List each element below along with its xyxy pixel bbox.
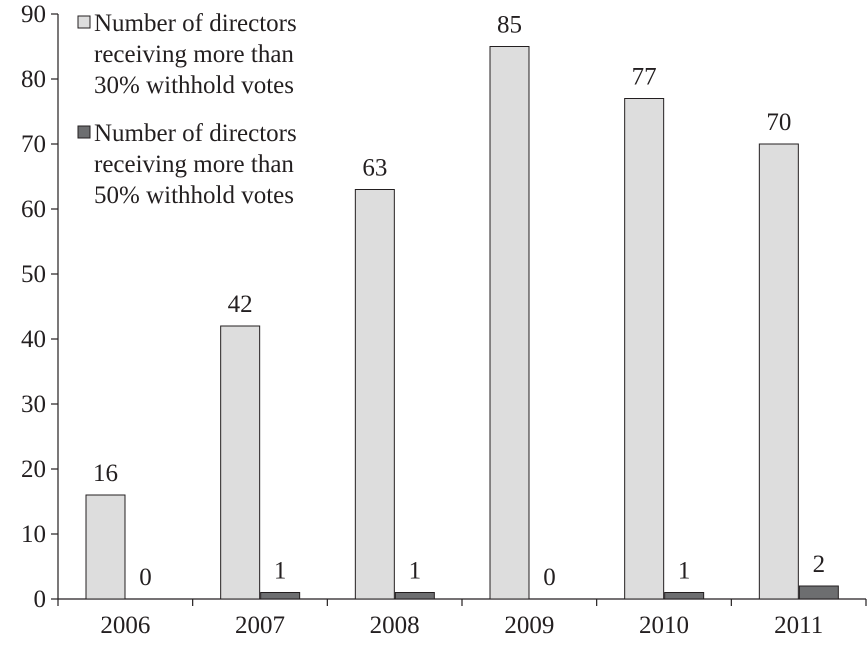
data-label-series-1-2007: 42 [228,291,253,318]
data-label-series-2-2007: 1 [274,558,287,585]
bar-series-2-2008 [394,592,435,600]
bar-series-1-2010 [624,98,665,600]
bar-series-2-2007 [260,592,301,600]
data-label-series-2-2009: 0 [543,564,556,591]
legend: Number of directors receiving more than 30… [77,10,297,209]
x-tick-label: 2011 [774,612,823,639]
y-tick-label: 0 [34,586,47,613]
legend-label-series-1: receiving more than [94,41,294,68]
bars [85,46,839,600]
data-label-series-1-2011: 70 [766,109,791,136]
bar-series-1-2006 [85,494,126,600]
legend-swatch-series-2 [77,125,91,139]
y-axis: 0 10 20 30 40 50 60 70 80 90 [21,1,59,613]
y-tick-label: 20 [21,456,46,483]
legend-label-series-1: Number of directors [94,10,297,37]
bar-labels: 16 42 63 85 77 70 0 1 1 0 1 2 [93,12,825,592]
bar-series-2-2011 [798,585,839,600]
x-tick-label: 2009 [504,612,554,639]
data-label-series-2-2006: 0 [139,564,152,591]
y-tick-label: 70 [21,131,46,158]
x-tick-label: 2010 [639,612,689,639]
legend-label-series-2: receiving more than [94,151,294,178]
x-tick-label: 2008 [370,612,420,639]
data-label-series-2-2008: 1 [409,558,422,585]
bar-series-1-2011 [758,143,799,600]
bar-series-2-2010 [664,592,705,600]
y-tick-label: 40 [21,326,46,353]
legend-label-series-2: Number of directors [94,120,297,147]
y-tick-label: 10 [21,521,46,548]
y-tick-label: 90 [21,1,46,28]
y-tick-label: 60 [21,196,46,223]
y-tick-label: 50 [21,261,46,288]
x-tick-label: 2006 [100,612,150,639]
legend-label-series-2: 50% withhold votes [94,182,294,209]
bar-series-1-2008 [354,189,395,600]
data-label-series-1-2006: 16 [93,460,118,487]
legend-label-series-1: 30% withhold votes [94,72,294,99]
legend-swatch-series-1 [77,15,91,29]
data-label-series-1-2008: 63 [362,155,387,182]
bar-series-1-2009 [489,46,530,600]
bar-series-1-2007 [220,325,261,600]
y-tick-label: 30 [21,391,46,418]
data-label-series-2-2011: 2 [813,551,826,578]
data-label-series-1-2009: 85 [497,12,522,39]
x-axis: 2006 2007 2008 2009 2010 2011 [57,598,867,639]
data-label-series-2-2010: 1 [678,558,691,585]
data-label-series-1-2010: 77 [632,64,657,91]
y-tick-label: 80 [21,66,46,93]
x-tick-label: 2007 [235,612,285,639]
